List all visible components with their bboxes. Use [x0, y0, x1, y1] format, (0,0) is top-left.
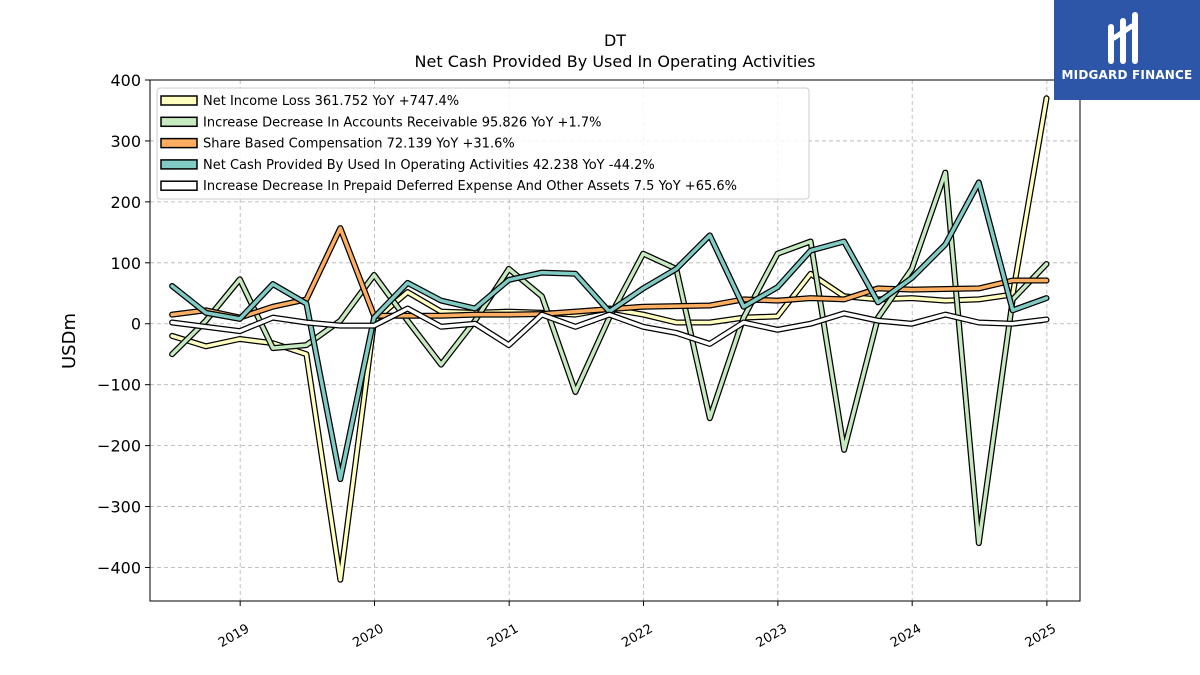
x-tick-label: 2020 — [350, 621, 386, 651]
y-tick-label: 0 — [131, 315, 141, 334]
series-line-outline — [169, 169, 1050, 547]
legend-swatch — [160, 137, 198, 149]
y-tick-label: −100 — [97, 376, 141, 395]
logo-text: MIDGARD FINANCE — [1061, 68, 1193, 82]
series-4 — [169, 305, 1050, 349]
y-axis-label: USDm — [59, 313, 80, 369]
series-line — [170, 306, 1049, 347]
legend-item: Share Based Compensation 72.139 YoY +31.… — [160, 137, 515, 152]
x-tick-label: 2025 — [1023, 621, 1059, 651]
legend-label: Increase Decrease In Prepaid Deferred Ex… — [203, 179, 737, 194]
chart-title: DT — [603, 31, 627, 50]
y-tick-label: 300 — [110, 132, 141, 151]
x-tick-label: 2023 — [754, 621, 790, 651]
legend-item: Increase Decrease In Prepaid Deferred Ex… — [160, 179, 737, 194]
x-axis: 2019 2020 2021 2022 2023 2024 2025 — [216, 601, 1059, 651]
legend-label: Share Based Compensation 72.139 YoY +31.… — [203, 137, 515, 152]
series-line — [170, 180, 1049, 481]
brand-logo: MIDGARD FINANCE — [1054, 0, 1200, 100]
y-tick-label: −400 — [97, 558, 141, 577]
legend-item: Increase Decrease In Accounts Receivable… — [160, 115, 601, 130]
y-tick-label: 100 — [110, 254, 141, 273]
series-3 — [169, 179, 1050, 483]
plot-frame — [149, 79, 1081, 602]
legend-label: Increase Decrease In Accounts Receivable… — [203, 115, 601, 130]
x-tick-label: 2024 — [888, 621, 924, 651]
y-tick-label: 200 — [110, 193, 141, 212]
series-lines — [169, 95, 1050, 583]
legend-label: Net Cash Provided By Used In Operating A… — [203, 158, 655, 173]
legend-box — [156, 87, 810, 200]
logo-icon — [1108, 12, 1138, 64]
legend-swatch — [160, 159, 198, 170]
y-tick-label: −300 — [97, 498, 141, 517]
y-axis: 400 300 200 100 0 −100 −200 −300 −400 — [97, 71, 150, 577]
legend-item: Net Income Loss 361.752 YoY +747.4% — [160, 94, 459, 109]
x-tick-label: 2022 — [619, 621, 655, 651]
legend-swatch — [160, 116, 198, 128]
legend: Net Income Loss 361.752 YoY +747.4% Incre… — [156, 87, 810, 200]
legend-label: Net Income Loss 361.752 YoY +747.4% — [203, 94, 459, 109]
series-line-outline — [169, 179, 1050, 483]
legend-swatch — [160, 180, 198, 191]
x-tick-label: 2019 — [216, 621, 252, 651]
legend-swatch — [160, 95, 198, 106]
series-line — [170, 170, 1049, 545]
y-tick-label: 400 — [110, 71, 141, 90]
chart-subtitle: Net Cash Provided By Used In Operating A… — [414, 52, 816, 71]
series-1 — [169, 169, 1050, 547]
legend-item: Net Cash Provided By Used In Operating A… — [160, 158, 655, 173]
x-tick-label: 2021 — [485, 621, 521, 651]
y-tick-label: −200 — [97, 437, 141, 456]
